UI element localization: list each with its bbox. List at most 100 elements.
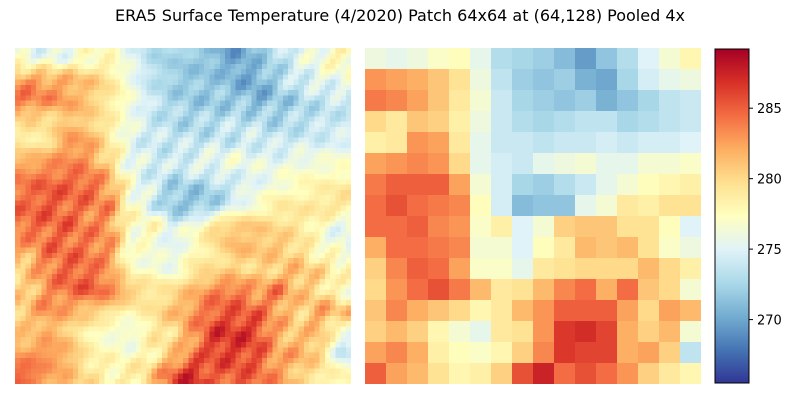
full-res-cell — [282, 205, 289, 212]
full-res-cell — [267, 378, 273, 384]
full-res-cell — [256, 132, 263, 138]
full-res-cell — [324, 378, 331, 384]
full-res-cell — [335, 331, 341, 338]
full-res-cell — [156, 179, 163, 185]
full-res-cell — [240, 258, 247, 264]
full-res-cell — [288, 105, 294, 112]
pooled-cell — [617, 90, 639, 112]
full-res-cell — [319, 373, 326, 380]
full-res-cell — [188, 247, 194, 254]
full-res-cell — [51, 153, 58, 159]
full-res-cell — [156, 363, 163, 369]
full-res-cell — [246, 252, 252, 259]
full-res-cell — [277, 294, 284, 301]
full-res-cell — [340, 294, 347, 301]
full-res-cell — [36, 336, 42, 343]
full-res-cell — [104, 48, 110, 54]
full-res-cell — [188, 200, 194, 206]
full-res-cell — [67, 294, 74, 301]
full-res-cell — [67, 105, 74, 112]
full-res-cell — [209, 168, 215, 175]
pooled-cell — [659, 90, 681, 112]
full-res-cell — [198, 168, 205, 175]
full-res-cell — [141, 163, 147, 170]
full-res-cell — [135, 210, 142, 217]
full-res-cell — [319, 294, 326, 301]
full-res-cell — [340, 252, 347, 259]
pooled-cell — [596, 132, 618, 154]
full-res-cell — [83, 231, 89, 238]
full-res-cell — [219, 268, 226, 275]
full-res-cell — [214, 126, 221, 133]
pooled-cell — [680, 279, 701, 301]
pooled-cell — [680, 48, 701, 70]
full-res-cell — [109, 163, 116, 170]
full-res-cell — [309, 273, 315, 280]
full-res-cell — [324, 121, 331, 128]
full-res-cell — [46, 221, 53, 227]
full-res-cell — [93, 132, 100, 138]
full-res-cell — [345, 126, 351, 133]
full-res-cell — [256, 153, 263, 159]
full-res-cell — [277, 310, 284, 317]
full-res-cell — [214, 300, 221, 306]
full-res-cell — [120, 216, 126, 222]
full-res-cell — [93, 153, 100, 159]
full-res-cell — [277, 247, 284, 254]
full-res-cell — [57, 153, 63, 159]
full-res-cell — [267, 63, 273, 70]
full-res-cell — [335, 95, 341, 101]
full-res-cell — [141, 368, 147, 374]
full-res-cell — [335, 342, 341, 348]
full-res-cell — [256, 242, 263, 248]
full-res-cell — [130, 48, 137, 54]
full-res-cell — [330, 147, 336, 154]
full-res-cell — [46, 200, 53, 206]
full-res-cell — [20, 53, 26, 59]
full-res-cell — [120, 315, 126, 322]
full-res-cell — [46, 237, 53, 243]
full-res-cell — [57, 126, 63, 133]
full-res-cell — [30, 258, 37, 264]
pooled-cell — [680, 90, 701, 112]
full-res-cell — [246, 142, 252, 149]
full-res-cell — [309, 347, 315, 353]
full-res-cell — [25, 284, 32, 290]
full-res-cell — [83, 195, 89, 201]
full-res-cell — [78, 294, 84, 301]
full-res-cell — [219, 242, 226, 248]
full-res-cell — [162, 63, 168, 70]
full-res-cell — [240, 210, 247, 217]
full-res-cell — [20, 378, 26, 384]
full-res-cell — [99, 179, 105, 185]
full-res-cell — [240, 221, 247, 227]
full-res-cell — [51, 326, 58, 332]
full-res-cell — [20, 373, 26, 380]
full-res-cell — [57, 294, 63, 301]
full-res-cell — [277, 137, 284, 143]
full-res-cell — [288, 205, 294, 212]
full-res-cell — [51, 179, 58, 185]
full-res-cell — [25, 205, 32, 212]
full-res-cell — [46, 347, 53, 353]
full-res-cell — [324, 216, 331, 222]
full-res-cell — [88, 142, 95, 149]
full-res-cell — [15, 231, 21, 238]
full-res-cell — [324, 74, 331, 80]
full-res-cell — [319, 90, 326, 96]
full-res-cell — [15, 315, 21, 322]
full-res-cell — [235, 58, 242, 65]
full-res-cell — [314, 189, 320, 196]
full-res-cell — [214, 69, 221, 75]
full-res-cell — [130, 189, 137, 196]
full-res-cell — [167, 153, 173, 159]
full-res-cell — [319, 132, 326, 138]
full-res-cell — [272, 116, 278, 122]
full-res-cell — [141, 321, 147, 327]
full-res-cell — [314, 279, 320, 285]
pooled-cell — [386, 153, 408, 175]
full-res-cell — [261, 252, 268, 259]
full-res-cell — [15, 216, 21, 222]
full-res-cell — [303, 258, 310, 264]
full-res-cell — [282, 84, 289, 91]
